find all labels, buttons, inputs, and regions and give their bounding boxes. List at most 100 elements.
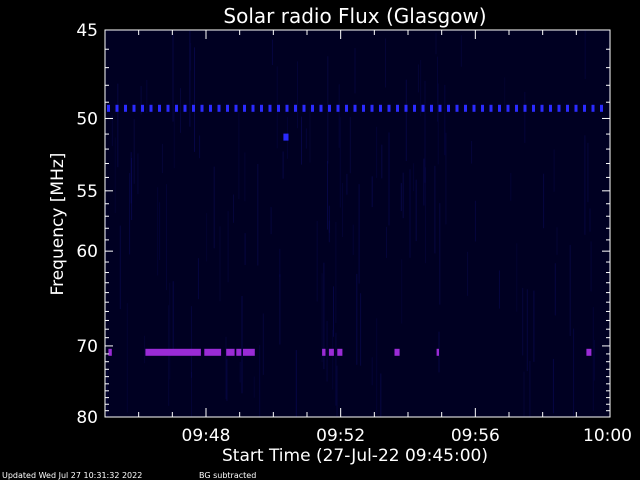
chart-title: Solar radio Flux (Glasgow) [223, 4, 486, 28]
band-segment [236, 348, 242, 356]
noise-streak [352, 224, 354, 255]
noise-streak [556, 227, 558, 255]
noise-streak [371, 357, 373, 386]
noise-streak [523, 371, 525, 417]
noise-streak [437, 56, 438, 122]
noise-streak [169, 282, 171, 380]
noise-streak [327, 56, 329, 164]
noise-streak [190, 43, 192, 71]
noise-streak [415, 179, 417, 242]
noise-streak [342, 183, 343, 237]
noise-streak [417, 64, 419, 93]
band-segment [481, 104, 484, 112]
band-segment [489, 104, 493, 112]
updated-timestamp: Updated Wed Jul 27 10:31:32 2022 [2, 471, 142, 480]
noise-streak [301, 116, 302, 165]
spot-segment [283, 133, 289, 141]
noise-streak [133, 119, 135, 184]
noise-streak [336, 365, 338, 417]
noise-streak [385, 38, 386, 88]
band-segment [600, 104, 603, 112]
band-segment [294, 104, 297, 112]
noise-streak [326, 320, 328, 382]
noise-streak [437, 83, 439, 165]
band-segment [583, 104, 586, 112]
band-segment [515, 104, 518, 112]
noise-streak [111, 115, 113, 147]
noise-streak [335, 222, 337, 323]
noise-streak [173, 107, 175, 169]
noise-streak [206, 213, 208, 262]
band-segment [322, 348, 326, 356]
noise-streak [321, 273, 323, 363]
band-segment [302, 104, 306, 112]
noise-streak [445, 132, 447, 225]
band-segment [464, 104, 467, 112]
noise-streak [339, 117, 341, 208]
noise-streak [194, 47, 195, 152]
noise-streak [376, 126, 378, 178]
noise-streak [388, 132, 390, 226]
band-segment [175, 104, 178, 112]
noise-streak [159, 202, 161, 260]
noise-streak [282, 151, 284, 179]
band-segment [387, 104, 391, 112]
noise-streak [114, 137, 116, 213]
band-segment [226, 104, 229, 112]
band-segment [319, 104, 323, 112]
noise-streak [219, 226, 221, 302]
band-segment [336, 104, 340, 112]
noise-streak [253, 376, 255, 398]
band-segment [328, 348, 334, 356]
noise-streak [327, 160, 328, 230]
noise-streak [516, 243, 518, 312]
band-segment [438, 104, 442, 112]
noise-streak [295, 350, 297, 417]
band-segment [540, 104, 544, 112]
noise-streak [386, 226, 387, 258]
band-segment [251, 104, 255, 112]
noise-streak [172, 281, 174, 355]
y-axis-ticks: 45 50 55 60 70 80 [76, 21, 610, 428]
band-segment [370, 104, 374, 112]
noise-streak [213, 166, 215, 249]
band-segment [396, 104, 399, 112]
band-segment [115, 104, 119, 112]
y-tick-label: 80 [76, 408, 98, 428]
band-segment [353, 104, 357, 112]
band-segment [455, 104, 459, 112]
noise-streak [226, 359, 228, 401]
noise-streak [309, 107, 311, 163]
band-segment [200, 104, 204, 112]
noise-streak [413, 163, 415, 192]
noise-streak [402, 172, 404, 219]
noise-streak [297, 61, 298, 129]
noise-streak [444, 84, 446, 156]
noise-streak [227, 211, 229, 283]
noise-streak [137, 153, 139, 195]
noise-streak [381, 144, 383, 179]
band-segment [574, 104, 578, 112]
noise-streak [257, 164, 259, 266]
band-segment [328, 104, 331, 112]
band-segment [591, 104, 595, 112]
band-segment [260, 104, 263, 112]
noise-streak [199, 135, 201, 159]
noise-streak [189, 31, 191, 127]
noise-streak [191, 372, 192, 417]
noise-streak [474, 200, 476, 242]
noise-streak [380, 373, 382, 417]
noise-streak [146, 79, 148, 114]
y-tick-label: 50 [76, 109, 98, 129]
noise-streak [554, 263, 556, 316]
band-segment [166, 104, 170, 112]
emission-features [107, 104, 603, 356]
band-segment [394, 348, 400, 356]
y-tick-label: 60 [76, 242, 98, 262]
noise-streak [270, 207, 272, 235]
noise-streak [335, 332, 337, 406]
band-segment [183, 104, 187, 112]
noise-streak [371, 176, 373, 208]
noise-streak [144, 335, 145, 364]
